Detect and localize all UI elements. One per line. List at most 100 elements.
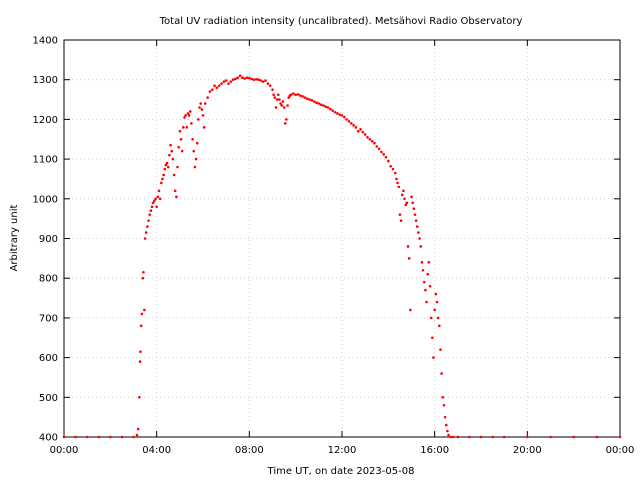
data-point <box>331 109 335 112</box>
data-point <box>442 403 446 407</box>
data-point <box>139 324 143 328</box>
data-point <box>182 126 185 129</box>
data-point <box>250 77 253 81</box>
data-point <box>163 167 167 171</box>
data-point <box>215 86 219 89</box>
data-point <box>456 435 460 439</box>
data-point <box>184 114 187 117</box>
y-tick-label: 900 <box>39 234 58 245</box>
x-tick-label: 16:00 <box>420 445 449 456</box>
data-point <box>279 102 282 105</box>
data-point <box>340 114 344 117</box>
data-point <box>268 84 272 87</box>
data-point <box>210 88 214 91</box>
data-point <box>169 143 172 147</box>
data-point <box>153 199 156 203</box>
data-point <box>406 245 410 248</box>
data-point <box>198 106 201 109</box>
data-point <box>220 82 223 85</box>
data-point <box>204 102 207 105</box>
data-point <box>156 195 160 199</box>
data-point <box>245 76 249 80</box>
data-point <box>154 197 157 201</box>
data-point <box>97 435 101 439</box>
data-point <box>183 116 186 119</box>
data-point <box>243 77 246 80</box>
x-tick-label: 00:00 <box>50 445 79 456</box>
data-point <box>384 155 388 159</box>
data-point <box>405 201 409 205</box>
data-point <box>166 165 170 169</box>
data-point <box>421 268 425 272</box>
data-point <box>296 93 300 96</box>
data-point <box>368 137 372 141</box>
data-point <box>305 97 309 101</box>
data-point <box>326 106 330 109</box>
x-tick-labels: 00:00 04:00 08:00 12:00 16:00 20:00 00:00 <box>50 445 635 456</box>
data-point <box>289 93 293 97</box>
data-point <box>171 157 175 161</box>
data-point <box>352 124 355 127</box>
y-tick-label: 700 <box>39 313 58 324</box>
data-point <box>266 82 270 85</box>
y-tick-label: 400 <box>39 433 58 444</box>
data-point <box>398 213 402 216</box>
data-point <box>213 84 216 87</box>
data-point <box>413 213 417 216</box>
data-point <box>286 104 289 107</box>
y-tick-label: 1300 <box>33 75 58 86</box>
x-tick-label: 08:00 <box>235 445 264 456</box>
data-point <box>276 93 280 97</box>
data-point <box>137 396 141 399</box>
data-point <box>312 100 316 103</box>
data-point <box>418 237 421 240</box>
data-point <box>618 435 622 439</box>
data-point <box>319 103 323 107</box>
data-point <box>303 96 307 99</box>
data-point <box>273 96 277 99</box>
data-point <box>200 108 204 111</box>
x-tick-label: 00:00 <box>606 445 635 456</box>
data-point <box>399 219 403 222</box>
data-points <box>62 74 622 439</box>
data-point <box>280 104 284 107</box>
data-point <box>427 261 431 264</box>
data-point <box>361 130 365 134</box>
data-point <box>282 106 286 109</box>
y-tick-label: 800 <box>39 274 58 285</box>
data-point <box>375 145 379 148</box>
data-point <box>191 137 194 141</box>
data-point <box>502 435 506 439</box>
data-point <box>439 348 442 351</box>
data-point <box>136 427 140 431</box>
data-point <box>433 308 436 312</box>
data-point <box>259 79 263 82</box>
data-point <box>420 261 424 264</box>
data-point <box>285 118 288 121</box>
data-point <box>254 78 258 81</box>
data-point <box>370 139 374 143</box>
y-tick-label: 500 <box>39 393 58 404</box>
data-point <box>595 435 599 439</box>
data-point <box>411 201 414 205</box>
data-point <box>415 225 419 228</box>
data-point <box>412 207 416 211</box>
data-point <box>135 433 139 437</box>
data-point <box>441 396 445 399</box>
data-point <box>324 105 328 108</box>
data-point <box>389 164 392 168</box>
data-point <box>308 98 311 101</box>
data-point <box>315 101 318 105</box>
data-point <box>275 98 279 101</box>
data-point <box>338 113 341 116</box>
data-point <box>432 356 435 359</box>
data-point <box>190 122 193 125</box>
data-point <box>397 185 401 189</box>
data-point <box>287 96 291 99</box>
data-point <box>377 147 381 151</box>
data-point <box>139 350 142 353</box>
data-point <box>271 88 274 91</box>
data-point <box>146 225 149 228</box>
data-point <box>206 96 209 99</box>
data-point <box>199 102 202 105</box>
